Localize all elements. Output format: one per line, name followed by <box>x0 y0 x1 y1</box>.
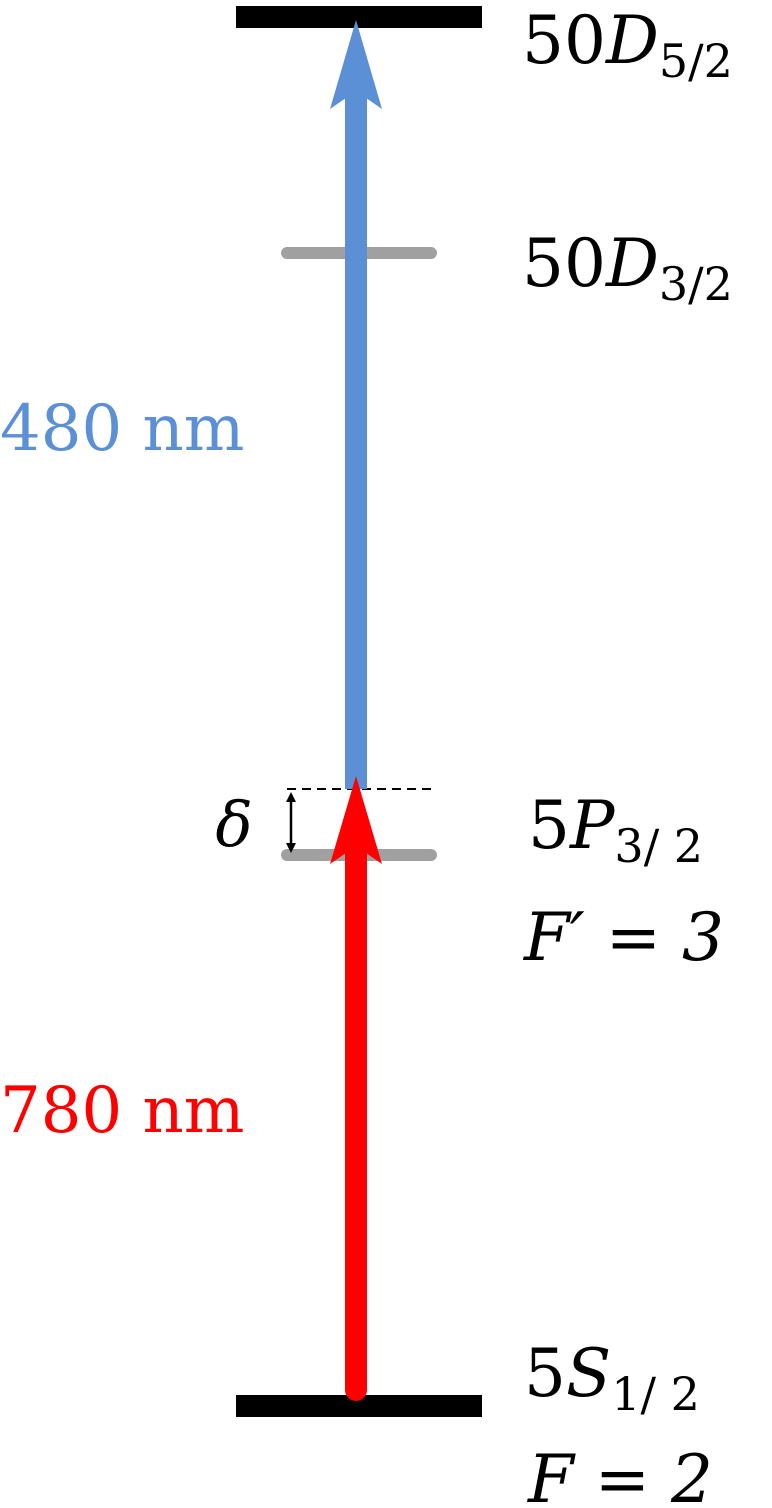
detuning-symbol: δ <box>215 788 252 861</box>
level-5p32-f-label: F′ = 3 <box>523 899 724 976</box>
beam-480nm-label: 480 nm <box>0 392 244 466</box>
level-5s12-f-label: F = 2 <box>527 1441 713 1508</box>
beam-780nm-label: 780 nm <box>0 1074 244 1148</box>
level-5s12-label: 5S1/ 2 <box>524 1335 700 1421</box>
level-50d52-label: 50D5/2 <box>522 2 733 88</box>
level-5p32-label: 5P3/ 2 <box>528 787 703 873</box>
level-50d32-label: 50D3/2 <box>522 225 733 311</box>
beam-480nm-arrowhead <box>330 20 382 109</box>
beam-780nm-arrowhead <box>330 776 382 864</box>
